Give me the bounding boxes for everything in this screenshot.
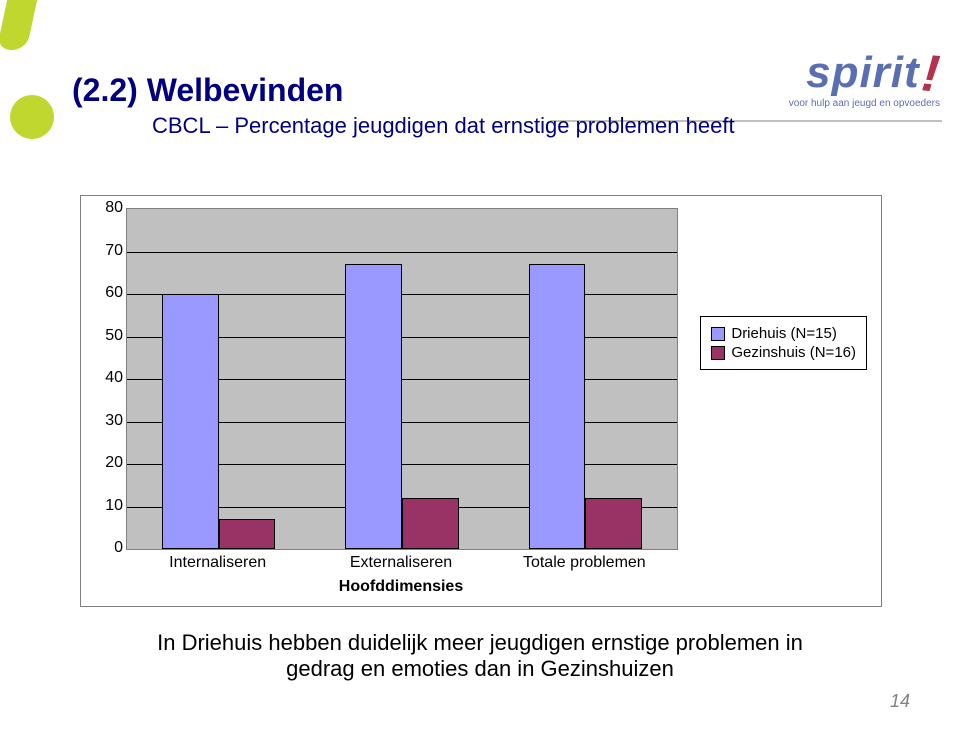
chart-bar bbox=[585, 498, 642, 549]
chart-y-tick: 30 bbox=[95, 412, 123, 430]
chart-bar bbox=[529, 264, 586, 549]
chart-y-tick: 60 bbox=[95, 284, 123, 302]
title-bullet bbox=[10, 95, 54, 139]
chart-legend: Driehuis (N=15) Gezinshuis (N=16) bbox=[700, 316, 867, 370]
chart-y-tick: 0 bbox=[95, 539, 123, 557]
chart-x-axis-label: Hoofddimensies bbox=[126, 578, 676, 596]
chart-y-tick: 10 bbox=[95, 497, 123, 515]
brand-tagline: voor hulp aan jeugd en opvoeders bbox=[720, 98, 940, 109]
chart-bar bbox=[219, 519, 276, 549]
title-sub: CBCL – Percentage jeugdigen dat ernstige… bbox=[152, 113, 735, 139]
caption-line-2: gedrag en emoties dan in Gezinshuizen bbox=[286, 656, 674, 681]
chart-bar bbox=[162, 294, 219, 549]
legend-swatch bbox=[711, 327, 725, 341]
page-number: 14 bbox=[890, 691, 910, 712]
chart-y-tick: 40 bbox=[95, 369, 123, 387]
title-main: (2.2) Welbevinden bbox=[72, 72, 735, 109]
chart-x-tick: Internaliseren bbox=[169, 554, 266, 572]
chart-y-tick: 20 bbox=[95, 454, 123, 472]
chart-x-tick: Totale problemen bbox=[523, 554, 646, 572]
brand-bang-icon: ! bbox=[919, 47, 943, 101]
legend-label: Driehuis (N=15) bbox=[731, 325, 836, 342]
chart-y-tick: 50 bbox=[95, 327, 123, 345]
legend-item: Driehuis (N=15) bbox=[711, 325, 856, 342]
chart-gridline bbox=[127, 252, 677, 253]
chart-bar bbox=[345, 264, 402, 549]
legend-item: Gezinshuis (N=16) bbox=[711, 344, 856, 361]
brand-text: spirit bbox=[806, 48, 920, 97]
legend-swatch bbox=[711, 346, 725, 360]
chart-y-tick: 80 bbox=[95, 199, 123, 217]
legend-label: Gezinshuis (N=16) bbox=[731, 344, 856, 361]
chart-plot-area bbox=[126, 208, 678, 550]
chart: Driehuis (N=15) Gezinshuis (N=16) Hoofddi… bbox=[80, 195, 882, 607]
chart-y-tick: 70 bbox=[95, 242, 123, 260]
slide-caption: In Driehuis hebben duidelijk meer jeugdi… bbox=[100, 630, 860, 682]
chart-bar bbox=[402, 498, 459, 549]
chart-x-tick: Externaliseren bbox=[350, 554, 452, 572]
brand-logo: spirit! voor hulp aan jeugd en opvoeders bbox=[720, 44, 940, 109]
slide-corner-decoration bbox=[0, 0, 40, 60]
slide-title: (2.2) Welbevinden CBCL – Percentage jeug… bbox=[72, 72, 735, 139]
caption-line-1: In Driehuis hebben duidelijk meer jeugdi… bbox=[157, 630, 803, 655]
